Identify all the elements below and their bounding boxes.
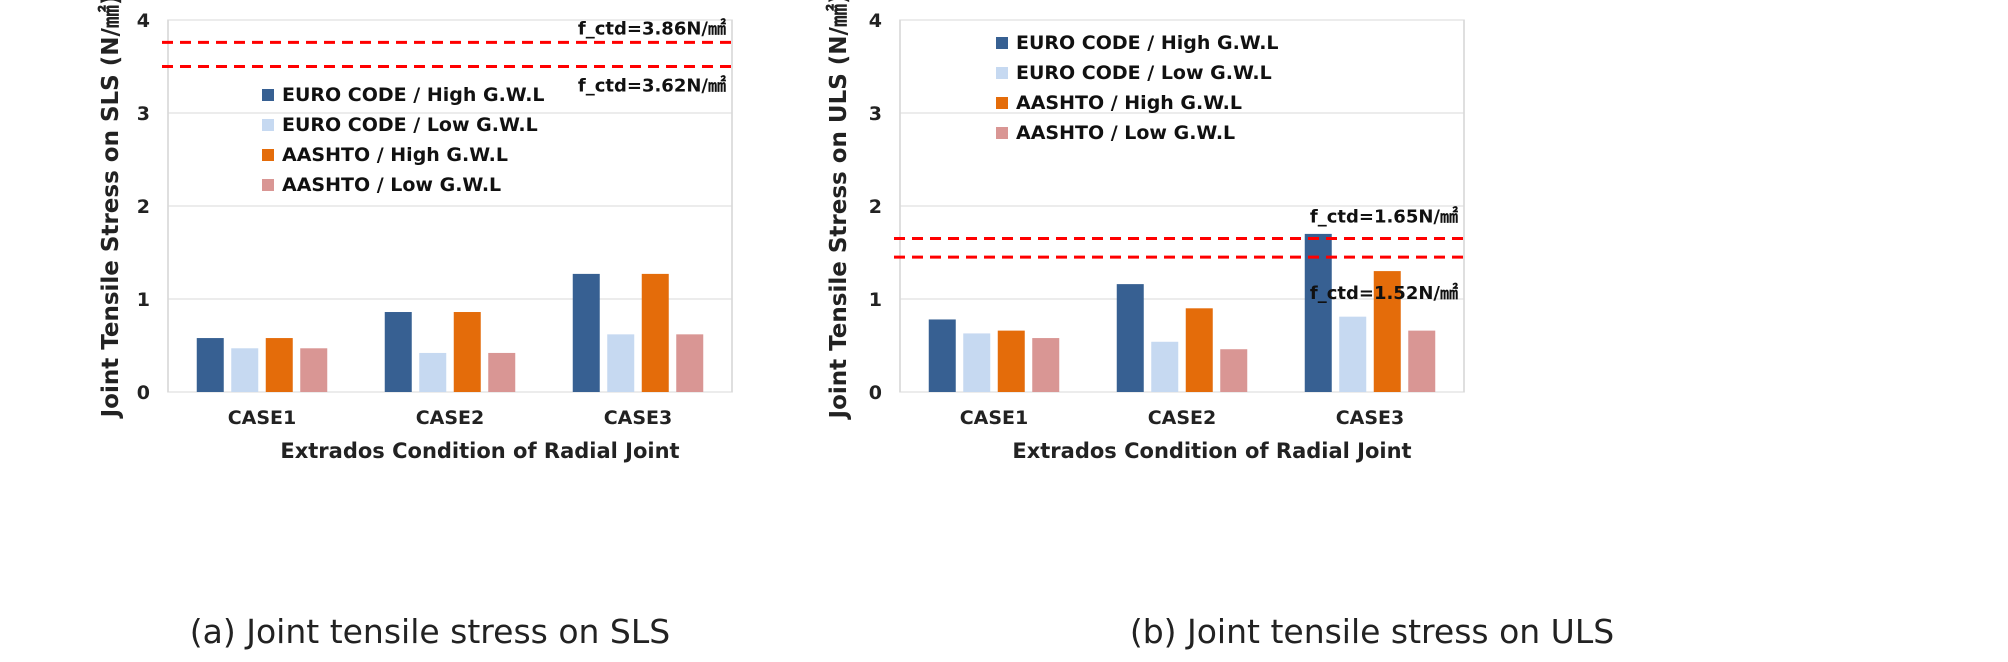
bar-case1-series-4: [1032, 338, 1060, 392]
x-axis-title: Extrados Condition of Radial Joint: [1012, 439, 1411, 463]
legend-entry: EURO CODE / Low G.W.L: [1016, 62, 1272, 84]
x-category-label: CASE2: [1148, 407, 1217, 429]
bar-case2-series-1: [1116, 284, 1144, 392]
y-tick-label: 4: [869, 10, 882, 32]
bar-case2-series-4: [488, 352, 516, 392]
legend-entry: AASHTO / Low G.W.L: [1016, 122, 1235, 144]
reference-line-label: f_ctd=1.65N/㎟: [1310, 206, 1458, 228]
legend-swatch: [262, 179, 274, 191]
bar-case3-series-4: [1408, 330, 1436, 392]
legend-entry: AASHTO / Low G.W.L: [282, 174, 501, 196]
caption-uls: (b) Joint tensile stress on ULS: [1129, 612, 1615, 651]
bar-case2-series-2: [419, 352, 447, 392]
legend-swatch: [262, 149, 274, 161]
bar-case3-series-3: [641, 273, 669, 392]
reference-line-label: f_ctd=3.62N/㎟: [578, 75, 726, 97]
y-tick-label: 2: [137, 196, 150, 218]
reference-line-label: f_ctd=1.52N/㎟: [1310, 282, 1458, 304]
bar-case1-series-3: [265, 338, 293, 392]
chart-panel-uls: 0 1 2 3 4 CASE1 CASE2 CASE3 f_ctd=1.65N/㎟ f_ctd=1…: [790, 0, 1794, 662]
bar-case2-series-2: [1151, 341, 1179, 392]
uls-stress-chart: 0 1 2 3 4 CASE1 CASE2 CASE3 f_ctd=1.65N/㎟ f_ctd=1…: [825, 0, 1470, 463]
bar-case1-series-3: [997, 330, 1025, 392]
bar-case3-series-1: [572, 273, 600, 392]
x-category-label: CASE2: [416, 407, 485, 429]
y-tick-label: 4: [137, 10, 150, 32]
x-axis-title: Extrados Condition of Radial Joint: [280, 439, 679, 463]
bar-case3-series-3: [1373, 271, 1401, 392]
bar-case3-series-2: [607, 334, 635, 392]
bar-case1-series-2: [231, 348, 259, 392]
caption-sls: (a) Joint tensile stress on SLS: [189, 612, 671, 651]
x-category-label: CASE3: [604, 407, 673, 429]
legend-entry: EURO CODE / High G.W.L: [1016, 32, 1279, 54]
sls-stress-chart: 0 1 2 3 4 CASE1 CASE2 CASE3 f_ctd=3.86N/㎟ f_ctd=3…: [97, 0, 738, 463]
y-tick-label: 3: [869, 103, 882, 125]
y-tick-label: 1: [137, 289, 150, 311]
legend-entry: EURO CODE / High G.W.L: [282, 84, 545, 106]
bar-case2-series-3: [1185, 308, 1213, 392]
reference-line-label: f_ctd=3.86N/㎟: [578, 17, 726, 39]
legend-swatch: [996, 127, 1008, 139]
legend-entry: AASHTO / High G.W.L: [282, 144, 508, 166]
y-axis-title: Joint Tensile Stress on ULS (N/㎟): [825, 0, 852, 420]
legend-entry: AASHTO / High G.W.L: [1016, 92, 1242, 114]
y-tick-label: 2: [869, 196, 882, 218]
y-tick-label: 1: [869, 289, 882, 311]
bar-case2-series-3: [453, 312, 481, 392]
bar-case2-series-1: [384, 312, 412, 392]
y-tick-label: 0: [869, 382, 882, 404]
bar-case1-series-1: [196, 338, 224, 392]
legend-swatch: [996, 37, 1008, 49]
bar-case1-series-4: [300, 348, 328, 392]
bar-case1-series-1: [928, 319, 956, 392]
legend-swatch: [262, 119, 274, 131]
y-tick-label: 3: [137, 103, 150, 125]
x-category-label: CASE1: [228, 407, 297, 429]
bar-case3-series-1: [1304, 233, 1332, 392]
bar-case1-series-2: [963, 333, 991, 392]
bar-case3-series-2: [1339, 316, 1367, 392]
chart-panel-sls: 0 1 2 3 4 CASE1 CASE2 CASE3 f_ctd=3.86N/㎟ f_ctd=3…: [97, 0, 738, 651]
bar-case3-series-4: [676, 334, 704, 392]
legend-swatch: [996, 67, 1008, 79]
y-axis-title: Joint Tensile Stress on SLS (N/㎟): [97, 0, 124, 419]
bar-case2-series-4: [1220, 349, 1248, 392]
x-category-label: CASE3: [1336, 407, 1405, 429]
legend-entry: EURO CODE / Low G.W.L: [282, 114, 538, 136]
legend-swatch: [996, 97, 1008, 109]
x-category-label: CASE1: [960, 407, 1029, 429]
legend-swatch: [262, 89, 274, 101]
y-tick-label: 0: [137, 382, 150, 404]
